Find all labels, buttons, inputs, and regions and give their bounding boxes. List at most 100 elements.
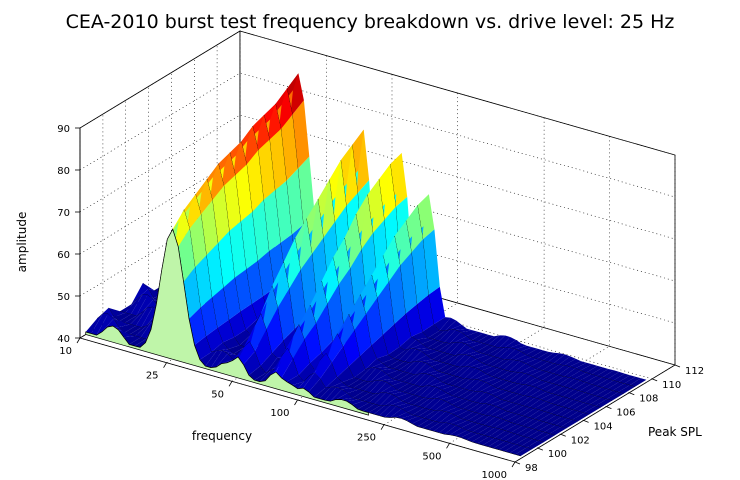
surface-facet [429, 399, 447, 411]
surface-facet [240, 211, 258, 270]
surface-facet [507, 394, 524, 403]
surface-facet [425, 370, 443, 376]
surface-facet [223, 175, 241, 231]
surface-facet [453, 366, 471, 378]
surface-facet [392, 371, 410, 381]
surface-facet [178, 228, 195, 282]
surface-facet [402, 394, 420, 404]
surface-facet [460, 432, 478, 440]
surface-facet [419, 375, 437, 387]
surface-facet [512, 395, 530, 405]
surface-facet [464, 368, 482, 380]
surface-facet [200, 297, 218, 337]
surface-facet [342, 330, 360, 367]
surface-facet [490, 389, 508, 397]
chart-title: CEA-2010 burst test frequency breakdown … [66, 11, 675, 33]
surface-facet [463, 379, 481, 391]
surface-facet [281, 114, 298, 181]
surface-facet [375, 382, 392, 395]
surface-facet [229, 221, 247, 278]
y-tick-mark [583, 420, 589, 423]
surface-facet [292, 375, 310, 389]
surface-facet [517, 407, 535, 416]
surface-facet [590, 377, 608, 386]
x-tick-mark [228, 381, 233, 387]
x-tick-mark [511, 461, 516, 468]
surface-facet [480, 385, 497, 393]
z-tick-label: 90 [57, 124, 70, 135]
surface-facet [498, 347, 516, 360]
surface-facet [205, 327, 223, 353]
surface-facet [130, 307, 148, 326]
surface-facet [320, 362, 337, 388]
surface-facet [228, 311, 246, 338]
surface-facet [595, 399, 613, 408]
surface-facet [498, 360, 515, 370]
surface-facet [449, 332, 467, 344]
surface-facet [336, 366, 354, 383]
surface-facet [480, 376, 498, 383]
surface-facet [574, 372, 592, 381]
surface-facet [377, 281, 395, 335]
surface-facet [141, 307, 159, 328]
surface-facet [265, 357, 283, 374]
surface-facet [585, 375, 603, 385]
surface-facet [564, 358, 582, 367]
y-tick-label: 98 [525, 463, 538, 474]
surface-facet [347, 389, 365, 398]
surface-facet [259, 368, 277, 382]
surface-facet [195, 179, 213, 215]
surface-facet [450, 324, 467, 330]
surface-facet [511, 415, 529, 425]
surface-facet [526, 348, 544, 358]
surface-facet [520, 347, 538, 355]
surface-facet [248, 366, 266, 381]
surface-facet [487, 358, 504, 367]
surface-facet [595, 389, 613, 398]
surface-facet [544, 425, 561, 434]
surface-facet [477, 436, 495, 446]
surface-facet [348, 356, 366, 378]
surface-facet [387, 360, 405, 369]
surface-facet [461, 422, 479, 431]
surface-facet [552, 365, 570, 376]
surface-facet [298, 363, 316, 382]
surface-facet [454, 344, 472, 356]
surface-facet [553, 354, 571, 365]
surface-facet [503, 360, 521, 372]
surface-facet [393, 361, 410, 371]
y-tick-mark [674, 364, 681, 368]
surface-facet [439, 423, 456, 435]
surface-facet [433, 317, 451, 331]
surface-facet [347, 379, 365, 388]
surface-facet [391, 381, 409, 390]
surface-facet [269, 128, 287, 191]
surface-facet [298, 305, 316, 340]
surface-facet [433, 329, 451, 341]
surface-facet [421, 349, 439, 356]
surface-facet [448, 354, 466, 366]
surface-facet [486, 378, 503, 386]
surface-facet [596, 379, 614, 388]
surface-facet [427, 330, 445, 340]
surface-facet [422, 421, 440, 430]
surface-facet [416, 294, 434, 332]
surface-facet [243, 351, 261, 376]
surface-facet [408, 373, 426, 385]
surface-facet [375, 374, 393, 381]
surface-facet [371, 334, 389, 359]
surface-facet [254, 370, 272, 382]
surface-facet [468, 391, 486, 402]
surface-facet [456, 410, 474, 419]
surface-facet [538, 423, 556, 433]
surface-facet [234, 269, 252, 312]
surface-facet [602, 370, 620, 379]
surface-facet [552, 376, 570, 386]
surface-facet [489, 418, 507, 428]
surface-facet [206, 243, 224, 298]
surface-facet [369, 380, 387, 395]
surface-facet [359, 345, 377, 370]
surface-facet [458, 366, 476, 379]
surface-facet [189, 214, 207, 268]
surface-facet [440, 395, 458, 402]
